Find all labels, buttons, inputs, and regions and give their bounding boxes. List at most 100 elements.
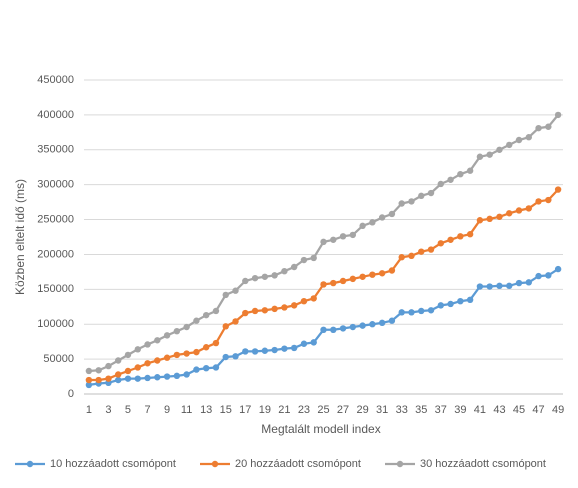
point bbox=[339, 325, 347, 332]
legend-marker bbox=[211, 460, 219, 468]
point bbox=[144, 374, 151, 382]
point bbox=[300, 297, 308, 305]
point bbox=[398, 200, 405, 207]
point bbox=[105, 375, 112, 382]
point bbox=[359, 222, 366, 230]
legend-marker bbox=[26, 460, 34, 468]
legend-label: 20 hozzáadott csomópont bbox=[235, 458, 361, 470]
point bbox=[418, 192, 425, 200]
point bbox=[320, 238, 327, 246]
y-tick-label: 450000 bbox=[37, 74, 74, 86]
point bbox=[378, 214, 386, 221]
point bbox=[95, 367, 102, 374]
point bbox=[163, 354, 171, 361]
point bbox=[408, 198, 415, 205]
point bbox=[173, 372, 181, 380]
y-tick-label: 150000 bbox=[37, 283, 74, 295]
x-tick-label: 9 bbox=[164, 404, 170, 416]
point bbox=[115, 357, 122, 364]
point bbox=[476, 283, 484, 290]
y-tick-label: 200000 bbox=[37, 248, 74, 260]
point bbox=[330, 236, 337, 243]
point bbox=[466, 167, 474, 174]
point bbox=[466, 296, 474, 303]
point bbox=[506, 282, 513, 290]
point bbox=[388, 317, 396, 324]
point bbox=[242, 348, 249, 355]
point bbox=[554, 111, 562, 119]
point bbox=[496, 282, 503, 290]
point bbox=[290, 263, 298, 271]
point bbox=[457, 171, 464, 178]
point bbox=[271, 346, 278, 354]
point bbox=[388, 267, 396, 274]
point bbox=[173, 328, 181, 335]
point bbox=[418, 248, 425, 255]
point bbox=[359, 322, 366, 329]
point bbox=[134, 364, 141, 371]
y-tick-label: 100000 bbox=[37, 318, 74, 330]
point bbox=[212, 364, 220, 371]
x-tick-label: 43 bbox=[493, 404, 505, 416]
point bbox=[408, 309, 415, 316]
point bbox=[447, 176, 454, 183]
y-tick-label: 300000 bbox=[37, 179, 74, 191]
point bbox=[437, 180, 445, 188]
point bbox=[496, 213, 503, 220]
point bbox=[281, 267, 288, 275]
point bbox=[173, 351, 181, 359]
point bbox=[232, 318, 239, 325]
point bbox=[290, 344, 298, 352]
legend-label: 30 hozzáadott csomópont bbox=[420, 458, 546, 470]
point bbox=[115, 371, 122, 378]
point bbox=[427, 246, 435, 253]
x-tick-label: 3 bbox=[105, 404, 111, 416]
point bbox=[339, 277, 347, 285]
point bbox=[134, 346, 141, 353]
x-tick-label: 31 bbox=[376, 404, 388, 416]
point bbox=[447, 300, 454, 308]
point bbox=[427, 189, 435, 197]
point bbox=[183, 371, 190, 378]
point bbox=[124, 367, 132, 375]
point bbox=[349, 323, 357, 331]
x-tick-label: 19 bbox=[259, 404, 271, 416]
point bbox=[163, 332, 171, 339]
point bbox=[515, 136, 523, 144]
point bbox=[378, 270, 386, 277]
point bbox=[320, 281, 327, 288]
point bbox=[476, 153, 484, 160]
point bbox=[369, 219, 376, 226]
point bbox=[515, 207, 523, 214]
point bbox=[545, 272, 552, 279]
x-tick-label: 1 bbox=[86, 404, 92, 416]
point bbox=[183, 323, 190, 331]
point bbox=[144, 360, 151, 367]
point bbox=[525, 279, 532, 286]
legend-marker bbox=[396, 460, 404, 468]
point bbox=[124, 375, 132, 382]
point bbox=[545, 196, 552, 204]
y-tick-label: 400000 bbox=[37, 109, 74, 121]
point bbox=[545, 123, 552, 130]
point bbox=[281, 304, 288, 311]
point bbox=[369, 321, 376, 328]
y-tick-label: 0 bbox=[68, 388, 74, 400]
point bbox=[242, 277, 249, 285]
point bbox=[525, 205, 532, 212]
y-axis-label: Közben eltelt idő (ms) bbox=[13, 179, 27, 295]
x-tick-label: 5 bbox=[125, 404, 131, 416]
point bbox=[251, 348, 259, 355]
point bbox=[398, 254, 405, 261]
x-tick-label: 29 bbox=[356, 404, 368, 416]
point bbox=[535, 198, 542, 205]
point bbox=[330, 326, 337, 334]
x-tick-label: 49 bbox=[552, 404, 564, 416]
x-tick-label: 41 bbox=[474, 404, 486, 416]
point bbox=[85, 376, 93, 384]
point bbox=[398, 309, 405, 316]
point bbox=[466, 231, 474, 238]
x-tick-label: 15 bbox=[220, 404, 232, 416]
point bbox=[242, 309, 249, 317]
